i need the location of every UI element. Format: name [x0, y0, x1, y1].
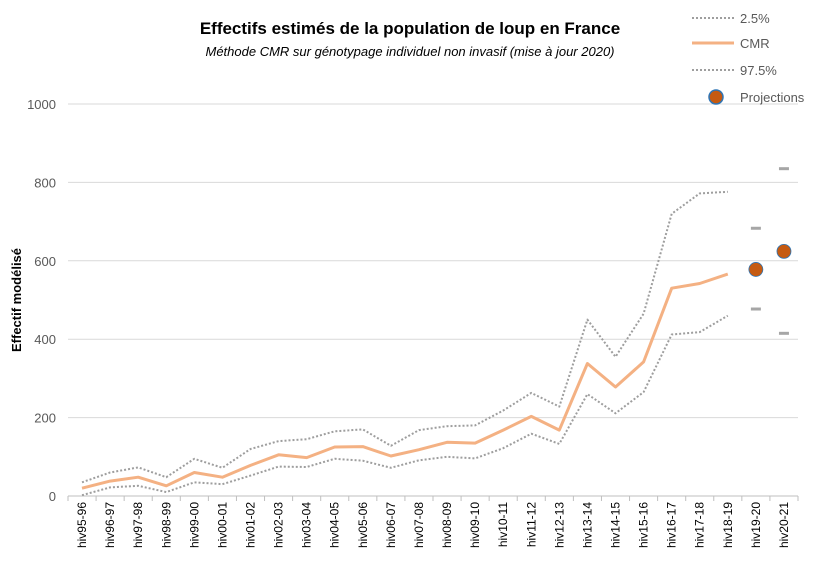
grid [68, 103, 798, 497]
legend-label: Projections [740, 90, 805, 105]
x-tick-label: hiv15-16 [637, 502, 651, 548]
series [81, 167, 792, 497]
x-tick-label: hiv08-09 [440, 502, 454, 548]
x-tick-label: hiv09-10 [468, 502, 482, 548]
legend-symbol-dot [708, 89, 724, 105]
x-tick-label: hiv04-05 [328, 502, 342, 548]
x-tick-label: hiv00-01 [215, 502, 229, 548]
x-tick-label: hiv95-96 [75, 502, 89, 548]
x-tick-label: hiv11-12 [524, 502, 538, 547]
series-line-975 [81, 314, 729, 497]
projection-point [748, 262, 764, 277]
x-ticks: hiv95-96 hiv96-97 hiv97-98 hiv98-99 hiv99-00… [67, 496, 799, 548]
x-tick-label: hiv17-18 [693, 502, 707, 548]
legend-label: CMR [740, 36, 770, 51]
x-tick-label: hiv19-20 [749, 502, 763, 548]
y-tick-label: 200 [34, 411, 56, 426]
series-line-CMR [81, 272, 729, 490]
x-tick-label: hiv99-00 [187, 502, 201, 548]
chart-subtitle: Méthode CMR sur génotypage individuel no… [206, 44, 615, 59]
y-tick-label: 1000 [27, 97, 56, 112]
x-tick-label: hiv13-14 [580, 502, 594, 548]
y-ticks: 0 200 400 600 800 1000 [27, 97, 56, 504]
x-tick-label: hiv05-06 [356, 502, 370, 548]
y-tick-label: 600 [34, 254, 56, 269]
x-tick-label: hiv06-07 [384, 502, 398, 548]
chart-title: Effectifs estimés de la population de lo… [200, 19, 620, 38]
legend: 2.5% CMR 97.5% Projections [692, 11, 805, 105]
y-tick-label: 800 [34, 175, 56, 190]
x-tick-label: hiv14-15 [609, 502, 623, 548]
x-tick-label: hiv18-19 [721, 502, 735, 548]
x-tick-label: hiv03-04 [300, 502, 314, 548]
x-tick-label: hiv02-03 [272, 502, 286, 548]
y-axis-label: Effectif modélisé [9, 248, 24, 352]
y-tick-label: 400 [34, 332, 56, 347]
x-tick-label: hiv98-99 [159, 502, 173, 548]
series-line-25 [81, 190, 728, 484]
projection-point [776, 243, 792, 259]
x-tick-label: hiv07-08 [412, 502, 426, 548]
y-tick-label: 0 [49, 489, 56, 504]
legend-label: 97.5% [740, 63, 777, 78]
x-tick-label: hiv12-13 [552, 502, 566, 548]
legend-label: 2.5% [740, 11, 770, 26]
x-tick-label: hiv16-17 [665, 502, 679, 548]
x-tick-label: hiv20-21 [777, 502, 791, 548]
x-tick-label: hiv10-11 [496, 502, 510, 547]
x-tick-label: hiv96-97 [103, 502, 117, 548]
x-tick-label: hiv01-02 [244, 502, 258, 548]
x-tick-label: hiv97-98 [131, 502, 145, 548]
